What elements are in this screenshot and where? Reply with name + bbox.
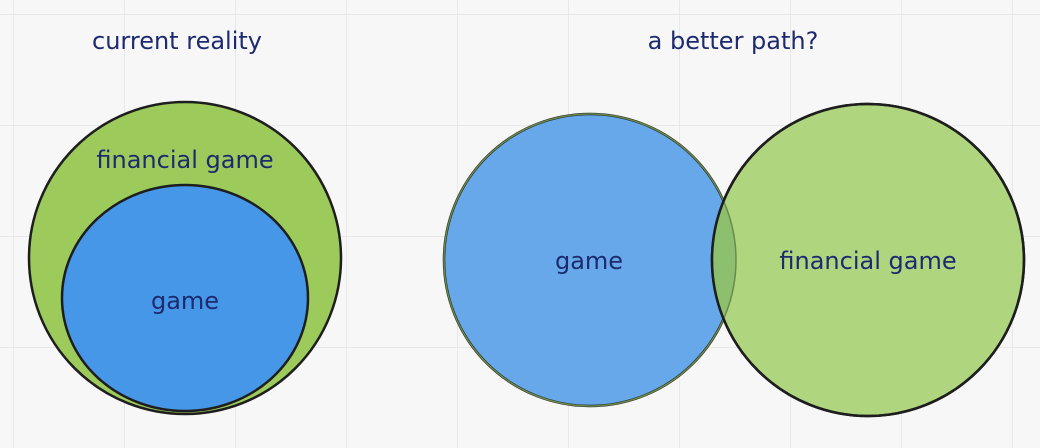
better-path-title: a better path?: [648, 27, 819, 55]
financial-game-outer-label: financial game: [96, 146, 273, 174]
game-left-circle-outline-overlap: [443, 113, 737, 407]
current-reality-title: current reality: [92, 27, 262, 55]
financial-game-right-circle-outline: [710, 102, 1026, 418]
game-left-label: game: [555, 247, 623, 275]
current-reality-diagram: current reality financial game game: [27, 27, 343, 416]
financial-game-right-label: financial game: [779, 247, 956, 275]
better-path-diagram: a better path? game financial game: [442, 27, 1026, 418]
game-inner-label: game: [151, 287, 219, 315]
game-inner-circle[interactable]: [60, 183, 310, 413]
